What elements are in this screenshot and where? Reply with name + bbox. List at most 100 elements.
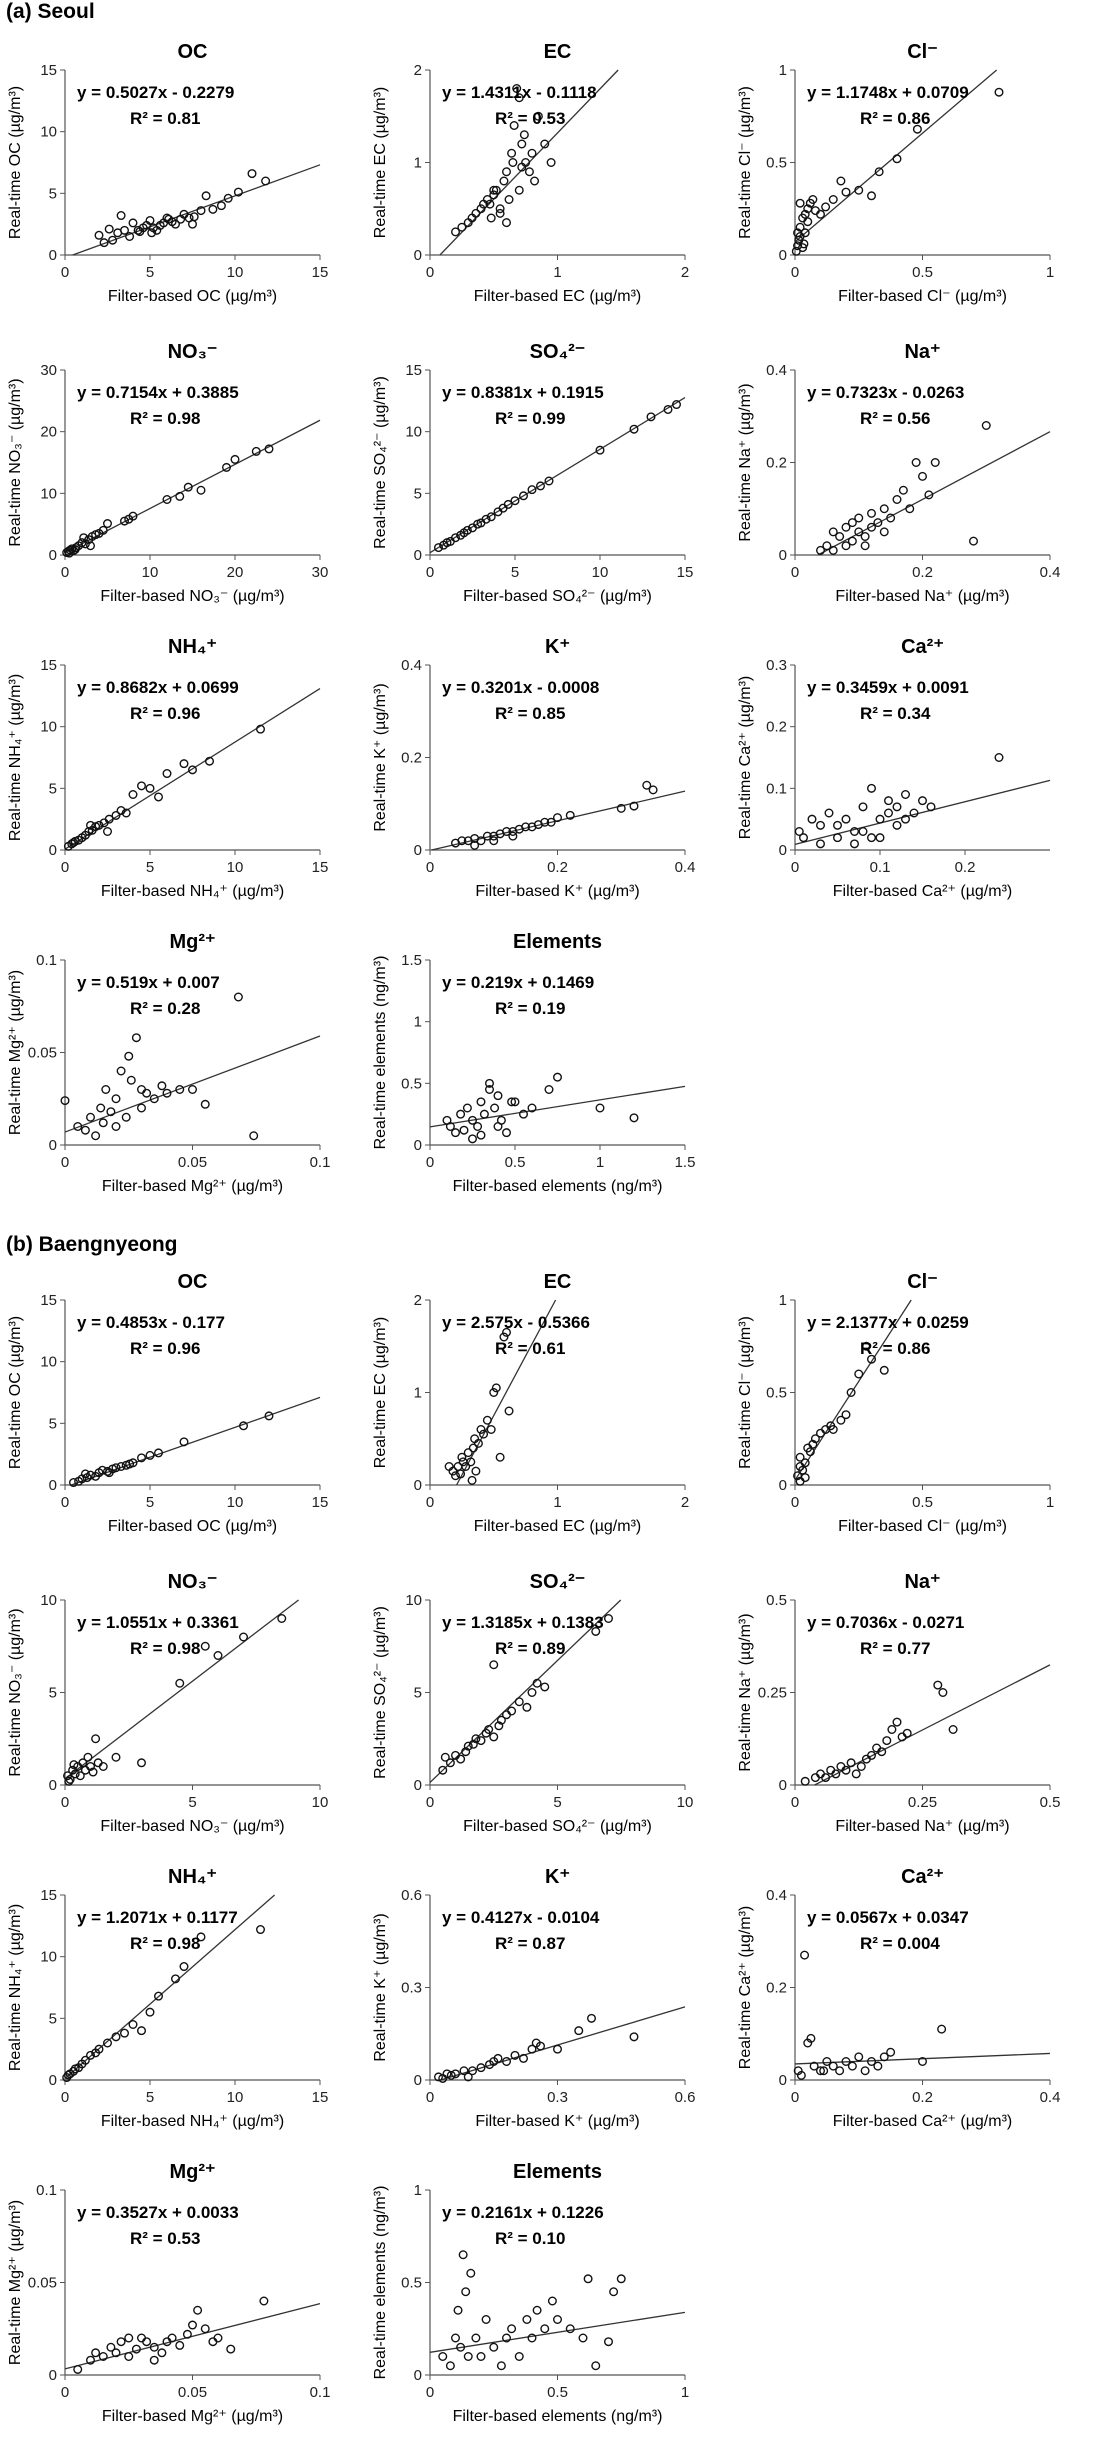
y-tick-label: 5 (49, 1685, 57, 1702)
data-point (98, 1118, 108, 1128)
data-point (795, 1452, 805, 1462)
data-point (821, 1773, 831, 1783)
data-point (629, 1113, 639, 1123)
panel-a-Na: Na⁺ 0 0.2 0.4 0 0.2 0.4 Filter-based Na⁺ (µg/m³… (737, 341, 1060, 605)
data-point (179, 1962, 189, 1972)
data-point (98, 2351, 108, 2361)
data-point (507, 1706, 517, 1716)
x-tick-label: 0 (791, 1794, 799, 1811)
x-tick-label: 0.5 (912, 1494, 933, 1511)
data-point (94, 230, 104, 240)
data-point (522, 1702, 532, 1712)
data-point (91, 1131, 101, 1141)
data-point (828, 545, 838, 555)
data-point (854, 185, 864, 195)
data-point (495, 204, 505, 214)
data-point (440, 1752, 450, 1762)
data-point (527, 148, 537, 158)
x-tick-label: 0.6 (675, 2089, 696, 2106)
data-point (489, 836, 499, 846)
data-point (875, 814, 885, 824)
x-tick-label: 10 (592, 564, 609, 581)
data-point (121, 1112, 131, 1122)
x-tick-label: 0.5 (1040, 1794, 1061, 1811)
x-tick-label: 0.25 (908, 1794, 937, 1811)
data-point (519, 491, 529, 501)
data-point (445, 1121, 455, 1131)
data-point (136, 1453, 146, 1463)
data-point (901, 790, 911, 800)
data-point (175, 1678, 185, 1688)
data-point (527, 1687, 537, 1697)
data-point (200, 2324, 210, 2334)
panel-title: Elements (513, 931, 602, 953)
data-point (499, 1332, 509, 1342)
x-tick-label: 2 (681, 1494, 689, 1511)
data-point (183, 482, 193, 492)
data-point (233, 187, 243, 197)
data-point (149, 2342, 159, 2352)
x-tick-label: 10 (227, 1494, 244, 1511)
data-point (846, 1387, 856, 1397)
x-tick-label: 5 (146, 859, 154, 876)
data-point (858, 802, 868, 812)
x-tick-label: 1 (681, 2384, 689, 2401)
r-squared: R² = 0.98 (130, 1639, 200, 1658)
data-point (438, 2351, 448, 2361)
y-tick-label: 5 (414, 1685, 422, 1702)
data-point (448, 1466, 458, 1476)
x-tick-label: 20 (227, 564, 244, 581)
data-point (504, 194, 514, 204)
data-point (179, 759, 189, 769)
data-point (938, 1687, 948, 1697)
data-point (799, 239, 809, 249)
panel-b-Na: Na⁺ 0 0.25 0.5 0 0.25 0.5 Filter-based Na⁺ (µg/… (737, 1571, 1060, 1835)
data-point (524, 167, 534, 177)
x-axis-label: Filter-based Na⁺ (µg/m³) (835, 588, 1009, 605)
data-point (461, 1461, 471, 1471)
r-squared: R² = 0.98 (130, 1934, 200, 1953)
data-point (476, 1424, 486, 1434)
data-point (149, 1094, 159, 1104)
data-point (128, 218, 138, 228)
panel-b-elements: Elements 0 0.5 1 0 0.5 1 Filter-based elements … (372, 2161, 689, 2425)
data-point (463, 2351, 473, 2361)
data-point (821, 202, 831, 212)
regression-equation: y = 0.8381x + 0.1915 (442, 383, 604, 402)
data-point (136, 1758, 146, 1768)
data-point (489, 1387, 499, 1397)
data-point (459, 1125, 469, 1135)
data-point (510, 1097, 520, 1107)
data-point (808, 1439, 818, 1449)
data-point (508, 157, 518, 167)
data-point (867, 191, 877, 201)
x-axis-label: Filter-based NH₄⁺ (µg/m³) (101, 883, 284, 900)
data-point (926, 802, 936, 812)
data-point (800, 1776, 810, 1786)
data-point (119, 516, 129, 526)
data-point (446, 2070, 456, 2080)
data-point (476, 204, 486, 214)
y-axis-label: Real-time NO₃⁻ (µg/m³) (7, 1608, 24, 1776)
data-point (463, 2072, 473, 2082)
regression-equation: y = 2.575x - 0.5366 (442, 1313, 590, 1332)
x-tick-label: 0 (426, 564, 434, 581)
x-tick-label: 0.3 (547, 2089, 568, 2106)
data-point (833, 833, 843, 843)
r-squared: R² = 0.89 (495, 1639, 565, 1658)
data-point (69, 1760, 79, 1770)
x-tick-label: 30 (312, 564, 329, 581)
y-axis-label: Real-time Na⁺ (µg/m³) (737, 383, 754, 541)
data-point (251, 446, 261, 456)
data-point (116, 1461, 126, 1471)
data-point (111, 2348, 121, 2358)
data-point (851, 1769, 861, 1779)
data-point (841, 187, 851, 197)
y-tick-label: 0 (779, 842, 787, 859)
data-point (119, 2028, 129, 2038)
data-point (512, 83, 522, 93)
data-point (85, 2050, 95, 2060)
data-point (490, 1103, 500, 1113)
